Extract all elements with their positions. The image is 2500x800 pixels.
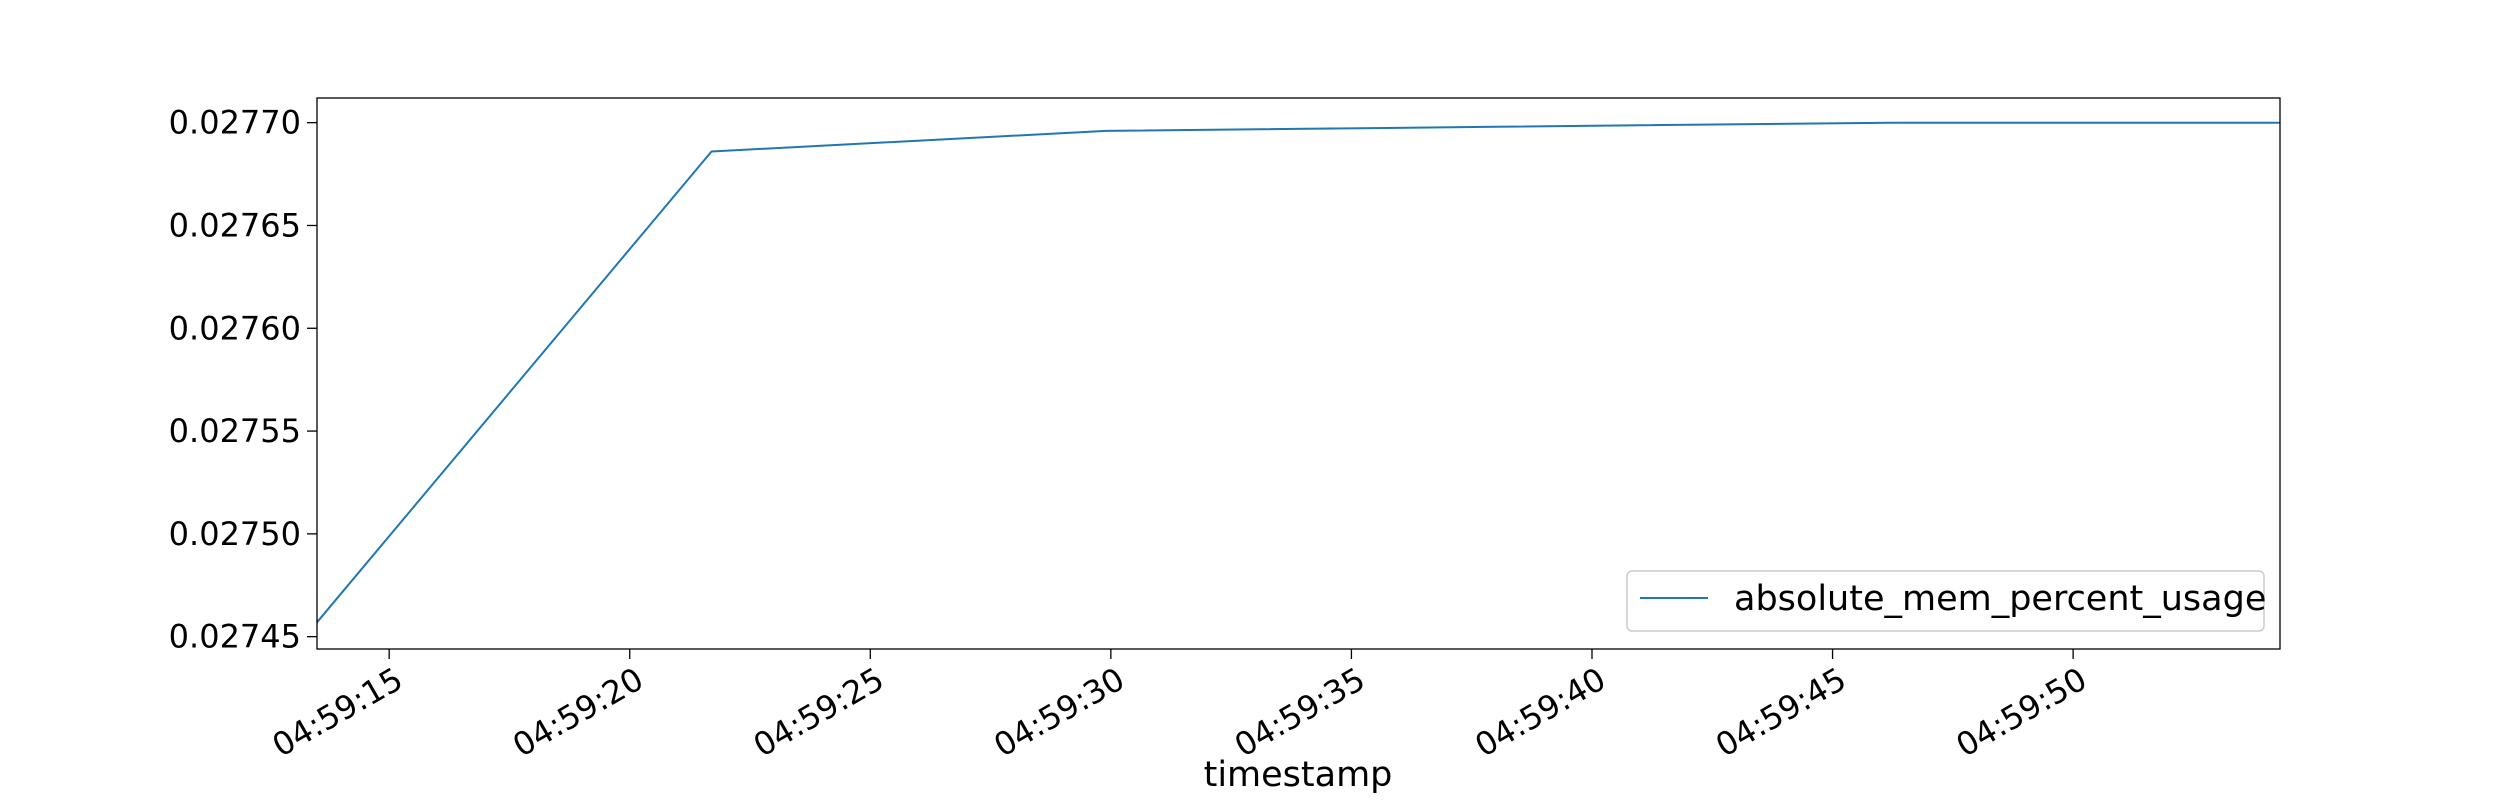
y-tick-label: 0.02755 [169, 412, 301, 450]
series-line-1 [316, 121, 2280, 623]
y-tick-label: 0.02765 [169, 206, 301, 244]
legend: absolute_mem_percent_usage [1626, 570, 2266, 632]
legend-box [1626, 570, 2265, 632]
series-layer [316, 121, 2280, 623]
y-tick-label: 0.02745 [169, 618, 301, 656]
y-tick-label: 0.02750 [169, 515, 301, 553]
y-tick-label: 0.02760 [169, 309, 301, 347]
plot-area [317, 98, 2280, 649]
y-tick-label: 0.02770 [169, 104, 301, 142]
x-axis-label: timestamp [1204, 755, 1393, 795]
plot-frame [316, 97, 2281, 650]
legend-label: absolute_mem_percent_usage [1734, 579, 2266, 619]
y-axis: 0.02745 0.02750 0.02755 0.02760 0.02765 0.027… [169, 104, 317, 656]
